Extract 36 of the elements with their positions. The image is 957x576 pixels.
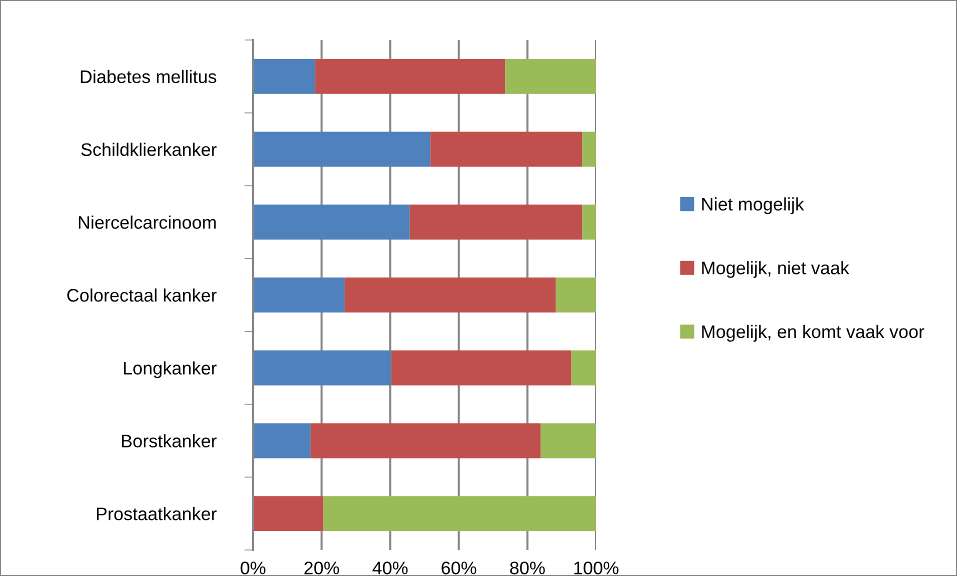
bar — [430, 132, 582, 167]
bar — [391, 350, 572, 386]
x-tick-label: 20% — [304, 562, 340, 574]
x-tick-label: 40% — [372, 562, 408, 574]
y-tick-label: Borstkanker — [122, 434, 217, 448]
y-tick-label: Longkanker — [124, 361, 217, 378]
bar — [505, 58, 596, 94]
y-tick-label: Colorectaal kanker — [67, 288, 217, 302]
bar — [344, 278, 556, 312]
y-tick-label: Diabetes mellitus — [80, 70, 216, 84]
bar — [253, 423, 311, 458]
bar — [540, 423, 596, 458]
bar — [410, 204, 582, 240]
legend-label: Niet mogelijk — [702, 197, 804, 214]
bar — [253, 278, 345, 312]
x-tick-label: 100% — [574, 562, 618, 574]
bar — [556, 278, 596, 312]
legend-label: Mogelijk, en komt vaak voor — [702, 324, 924, 342]
bar — [253, 496, 324, 532]
y-tick-label: Niercelcarcinoom — [78, 216, 216, 229]
x-tick-label: 60% — [442, 562, 476, 574]
y-tick-label: Schildklierkanker — [81, 142, 217, 156]
bar — [310, 423, 541, 458]
y-tick-label: Prostaatkanker — [96, 507, 217, 520]
bar — [253, 132, 430, 167]
bar — [315, 58, 506, 94]
bar — [323, 496, 596, 532]
bar — [253, 204, 410, 240]
legend-label: Mogelijk, niet vaak — [702, 261, 850, 278]
bar — [253, 58, 316, 94]
bar — [571, 350, 596, 386]
bar — [582, 132, 596, 167]
bar — [253, 350, 392, 386]
x-tick-label: 80% — [510, 562, 545, 574]
x-tick-label: 0% — [240, 562, 266, 574]
bar — [582, 204, 596, 240]
